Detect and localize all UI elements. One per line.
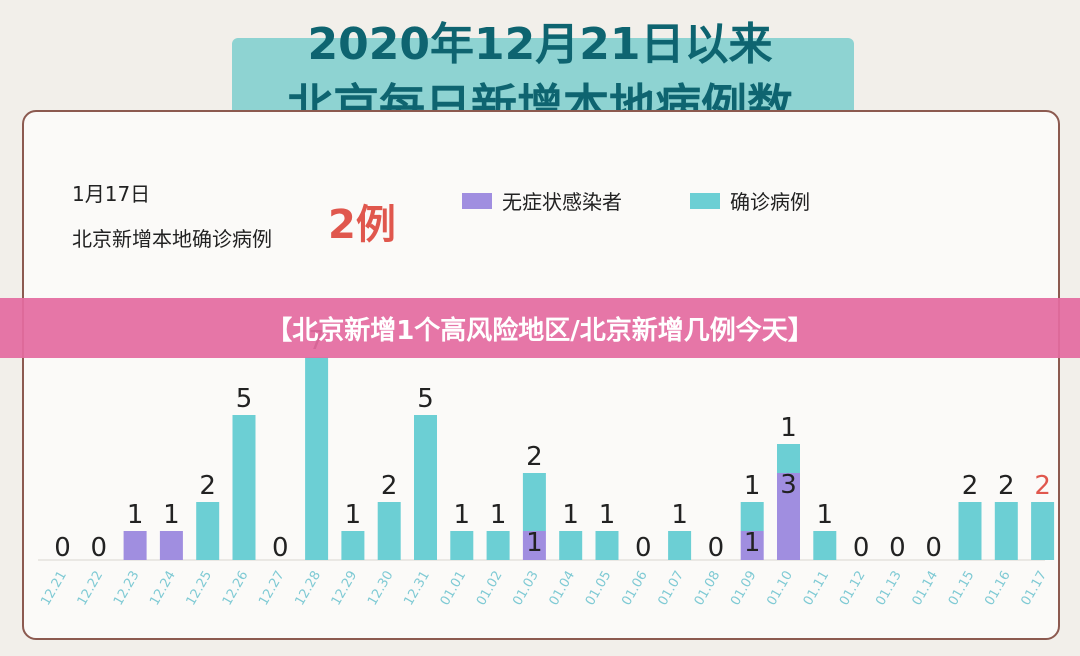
data-label-asymptomatic: 1 (526, 528, 543, 558)
data-label-asymptomatic: 1 (163, 500, 180, 530)
data-label-zero: 0 (54, 533, 71, 563)
data-label-zero: 0 (889, 533, 906, 563)
x-tick-label: 12.29 (329, 569, 361, 609)
bar-asymptomatic (740, 531, 764, 560)
data-label-confirmed: 5 (236, 384, 253, 414)
bar-confirmed (813, 531, 837, 560)
data-label-confirmed: 1 (562, 500, 579, 530)
data-label-confirmed: 2 (1034, 471, 1051, 501)
data-label-confirmed: 1 (817, 500, 834, 530)
x-tick-label: 01.04 (547, 569, 579, 609)
x-tick-label: 12.28 (292, 569, 324, 609)
x-tick-label: 01.11 (801, 569, 833, 609)
x-tick-label: 01.13 (873, 569, 905, 609)
overlay-banner: 【北京新增1个高风险地区/北京新增几例今天】 (0, 298, 1080, 358)
x-tick-label: 12.31 (401, 569, 433, 609)
data-label-zero: 0 (91, 533, 108, 563)
bar-confirmed (994, 502, 1018, 560)
bar-confirmed (450, 531, 474, 560)
x-tick-label: 01.01 (438, 569, 470, 609)
legend-label-confirmed: 确诊病例 (730, 190, 810, 214)
data-label-confirmed: 2 (526, 442, 543, 472)
data-label-zero: 0 (925, 533, 942, 563)
data-label-zero: 0 (853, 533, 870, 563)
info-value: 2例 (328, 202, 396, 248)
page-title-date: 2020年12月21日以来 (307, 19, 773, 70)
x-tick-label: 12.25 (184, 569, 216, 609)
bar-asymptomatic (123, 531, 147, 560)
x-tick-label: 01.10 (764, 569, 796, 609)
x-tick-label: 01.03 (510, 569, 542, 609)
bar-confirmed (341, 531, 365, 560)
x-tick-label: 01.08 (692, 569, 724, 609)
legend-item-asymptomatic: 无症状感染者 (462, 186, 622, 215)
bar-confirmed (1031, 502, 1055, 560)
x-tick-label: 12.22 (75, 569, 107, 609)
data-label-zero: 0 (635, 533, 652, 563)
x-tick-label: 01.07 (655, 569, 687, 609)
x-tick-label: 12.30 (365, 569, 397, 609)
data-label-confirmed: 2 (381, 471, 398, 501)
x-tick-label: 01.16 (982, 569, 1014, 609)
legend-label-asymptomatic: 无症状感染者 (502, 190, 622, 214)
bar-confirmed (559, 531, 583, 560)
bar-confirmed (196, 502, 220, 560)
data-label-asymptomatic: 3 (780, 470, 797, 500)
data-label-confirmed: 1 (599, 500, 616, 530)
bar-confirmed (595, 531, 619, 560)
data-label-asymptomatic: 1 (127, 500, 144, 530)
bar-confirmed (522, 473, 546, 531)
data-label-confirmed: 1 (671, 500, 688, 530)
x-tick-label: 01.12 (837, 569, 869, 609)
bar-asymptomatic (777, 473, 800, 560)
bar-confirmed (668, 531, 692, 560)
x-tick-label: 01.14 (910, 569, 942, 609)
x-tick-label: 01.06 (619, 569, 651, 609)
x-tick-label: 12.24 (147, 569, 179, 609)
x-tick-label: 12.23 (111, 569, 143, 609)
data-label-confirmed: 1 (345, 500, 362, 530)
info-date: 1月17日 (72, 182, 151, 206)
info-label: 北京新增本地确诊病例 (72, 227, 272, 251)
bar-confirmed (232, 415, 256, 560)
x-tick-label: 01.09 (728, 569, 760, 609)
bar-confirmed (777, 444, 800, 473)
data-label-asymptomatic: 1 (744, 528, 761, 558)
data-label-confirmed: 5 (417, 384, 434, 414)
x-tick-label: 01.05 (583, 569, 615, 609)
x-tick-label: 12.21 (38, 569, 70, 609)
legend-swatch-asymptomatic (462, 192, 492, 209)
legend-swatch-confirmed (690, 192, 720, 209)
data-label-confirmed: 1 (454, 500, 471, 530)
legend-item-confirmed: 确诊病例 (690, 186, 810, 215)
bar-asymptomatic (522, 531, 546, 560)
bar-confirmed (486, 531, 510, 560)
bar-confirmed (305, 357, 329, 560)
data-label-zero: 0 (708, 533, 725, 563)
data-label-confirmed: 2 (998, 471, 1015, 501)
bar-confirmed (958, 502, 982, 560)
data-label-confirmed: 2 (199, 471, 216, 501)
data-label-confirmed: 1 (744, 471, 761, 501)
x-tick-label: 01.15 (946, 569, 978, 609)
bar-confirmed (377, 502, 401, 560)
bar-asymptomatic (159, 531, 183, 560)
data-label-confirmed: 1 (780, 413, 797, 443)
x-tick-label: 12.26 (220, 569, 252, 609)
data-label-zero: 0 (272, 533, 289, 563)
data-label-confirmed: 1 (490, 500, 507, 530)
bar-confirmed (740, 502, 764, 531)
x-tick-label: 01.17 (1018, 569, 1050, 609)
bar-confirmed (414, 415, 437, 560)
data-label-confirmed: 2 (962, 471, 979, 501)
x-tick-label: 12.27 (256, 569, 288, 609)
x-tick-label: 01.02 (474, 569, 506, 609)
